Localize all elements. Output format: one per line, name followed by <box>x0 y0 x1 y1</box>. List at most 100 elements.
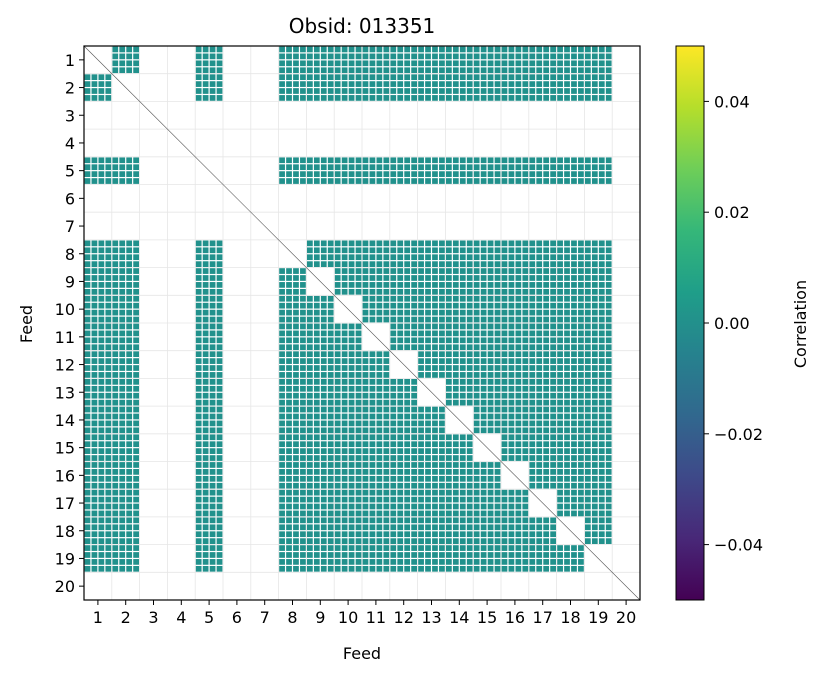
heatmap-cell <box>84 157 112 184</box>
heatmap-cell <box>529 434 556 461</box>
heatmap-cell <box>557 379 584 406</box>
heatmap-cell <box>362 157 390 184</box>
heatmap-cell <box>362 268 390 295</box>
x-tick-label: 11 <box>366 608 386 627</box>
heatmap-cell <box>418 157 445 184</box>
x-tick-label: 18 <box>560 608 580 627</box>
y-tick-label: 1 <box>65 51 75 70</box>
heatmap-cell <box>585 157 612 184</box>
heatmap-cell <box>362 406 390 434</box>
heatmap-cell <box>334 489 362 517</box>
heatmap-cell <box>501 351 529 378</box>
heatmap-cell <box>501 517 529 544</box>
heatmap-cell <box>557 545 584 572</box>
heatmap-cell <box>334 406 362 434</box>
heatmap-cell <box>195 434 223 461</box>
y-tick-label: 12 <box>55 356 75 375</box>
heatmap-cell <box>446 517 473 544</box>
y-tick-label: 9 <box>65 272 75 291</box>
heatmap-cell <box>390 379 417 406</box>
heatmap-cell <box>195 517 223 544</box>
heatmap-cell <box>390 157 417 184</box>
y-tick-label: 2 <box>65 79 75 98</box>
heatmap-cell <box>112 434 139 461</box>
x-tick-label: 19 <box>588 608 608 627</box>
heatmap-cell <box>390 323 417 351</box>
y-tick-label: 7 <box>65 217 75 236</box>
y-tick-label: 5 <box>65 162 75 181</box>
y-tick-label: 20 <box>55 577 75 596</box>
heatmap-cell <box>279 489 306 517</box>
heatmap-cell <box>307 46 334 74</box>
heatmap-cell <box>501 268 529 295</box>
heatmap-cell <box>279 351 306 378</box>
heatmap-cell <box>501 240 529 267</box>
heatmap-cell <box>195 351 223 378</box>
heatmap-cell <box>195 240 223 267</box>
y-tick-label: 6 <box>65 189 75 208</box>
heatmap-cell <box>585 240 612 267</box>
heatmap-cell <box>473 406 501 434</box>
colorbar-label: Correlation <box>791 280 810 368</box>
heatmap-cell <box>418 240 445 267</box>
heatmap-cell <box>362 545 390 572</box>
heatmap-cell <box>307 351 334 378</box>
heatmap-cell <box>557 323 584 351</box>
x-axis-ticks: 1 2 3 4 5 6 7 8 9 10 11 12 13 14 15 16 17 18 19 20 <box>93 600 636 627</box>
heatmap-cell <box>418 462 445 489</box>
heatmap-cell <box>585 46 612 74</box>
heatmap-cell <box>473 74 501 101</box>
chart-title: Obsid: 013351 <box>289 14 436 38</box>
heatmap-cell <box>84 295 112 323</box>
heatmap-cell <box>585 406 612 434</box>
y-tick-label: 14 <box>55 411 75 430</box>
heatmap-cell <box>84 517 112 544</box>
heatmap-cell <box>84 406 112 434</box>
heatmap-cell <box>529 295 556 323</box>
heatmap-cell <box>112 379 139 406</box>
heatmap-cell <box>529 379 556 406</box>
y-tick-label: 13 <box>55 383 75 402</box>
heatmap-cell <box>557 434 584 461</box>
heatmap-cell <box>390 545 417 572</box>
heatmap-cell <box>279 74 306 101</box>
heatmap-cell <box>195 379 223 406</box>
heatmap-cell <box>307 517 334 544</box>
heatmap-cell <box>195 545 223 572</box>
heatmap-cell <box>390 434 417 461</box>
heatmap-cell <box>585 517 612 544</box>
x-tick-label: 14 <box>449 608 469 627</box>
heatmap-cell <box>473 268 501 295</box>
heatmap-cell <box>362 489 390 517</box>
heatmap-cell <box>418 517 445 544</box>
heatmap-cell <box>446 46 473 74</box>
heatmap-cell <box>446 462 473 489</box>
heatmap-cell <box>501 489 529 517</box>
heatmap-cell <box>529 462 556 489</box>
heatmap-cell <box>307 434 334 461</box>
heatmap-cell <box>112 323 139 351</box>
plot-frame <box>83 45 641 601</box>
heatmap-cell <box>84 489 112 517</box>
heatmap-cell <box>529 74 556 101</box>
heatmap-cell <box>334 379 362 406</box>
heatmap-cell <box>84 545 112 572</box>
heatmap-cell <box>334 517 362 544</box>
heatmap-cell <box>334 351 362 378</box>
heatmap-cell <box>418 74 445 101</box>
heatmap-cell <box>362 46 390 74</box>
heatmap-cell <box>84 74 112 101</box>
y-tick-label: 16 <box>55 466 75 485</box>
heatmap-cell <box>501 46 529 74</box>
heatmap-cell <box>279 379 306 406</box>
heatmap-cell <box>112 351 139 378</box>
heatmap-cell <box>307 545 334 572</box>
y-tick-label: 10 <box>55 300 75 319</box>
heatmap-cell <box>390 489 417 517</box>
heatmap-cell <box>446 74 473 101</box>
heatmap-cell <box>446 434 473 461</box>
heatmap-cell <box>112 406 139 434</box>
heatmap-cell <box>279 545 306 572</box>
y-axis-label: Feed <box>17 305 36 343</box>
heatmap-cell <box>529 545 556 572</box>
